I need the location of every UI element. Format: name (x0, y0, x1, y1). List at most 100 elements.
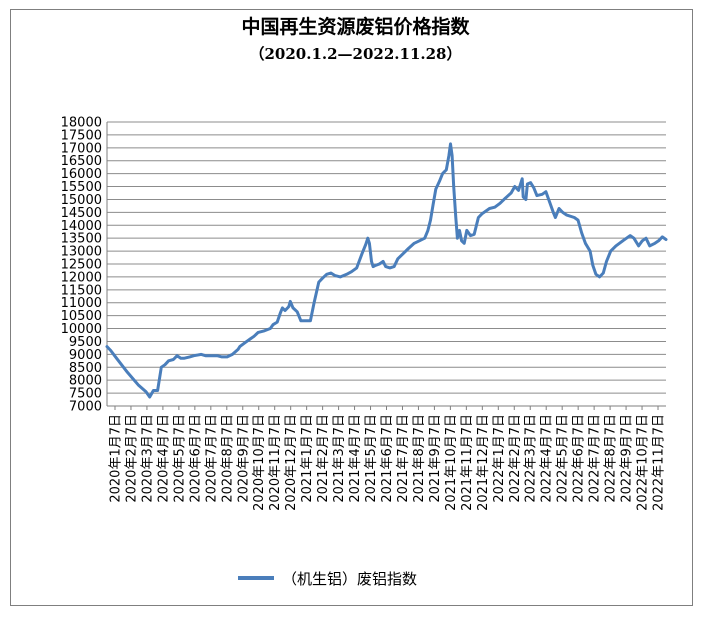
data-point (412, 242, 416, 245)
data-point (458, 229, 461, 232)
data-point (275, 320, 279, 324)
x-tick-label: 2022年9月7日 (620, 414, 635, 503)
y-tick-label: 14000 (61, 219, 102, 234)
data-point (584, 242, 587, 245)
y-tick-label: 15500 (61, 180, 102, 195)
data-point (452, 185, 455, 188)
data-point (473, 233, 476, 236)
data-point (423, 236, 426, 240)
x-tick-label: 2021年5月7日 (364, 414, 379, 503)
x-tick-label: 2021年3月7日 (332, 414, 347, 503)
data-point (628, 234, 632, 237)
data-point (449, 142, 452, 146)
data-point (262, 329, 265, 333)
y-tick-label: 7500 (69, 387, 102, 402)
x-tick-label: 2021年8月7日 (412, 414, 427, 503)
data-point (381, 260, 385, 263)
data-point (573, 216, 576, 219)
data-point (509, 191, 513, 195)
x-tick-label: 2021年10月7日 (444, 414, 459, 511)
data-point (529, 181, 532, 184)
x-tick-label: 2020年8月7日 (220, 414, 235, 503)
data-point (279, 311, 282, 315)
x-tick-label: 2020年2月7日 (124, 414, 139, 503)
data-point (291, 306, 295, 310)
data-point (548, 200, 551, 204)
data-point (407, 247, 410, 250)
x-tick-label: 2020年12月7日 (284, 414, 299, 511)
data-point (257, 331, 260, 334)
y-tick-label: 7000 (69, 400, 102, 415)
y-tick-label: 13500 (61, 232, 102, 247)
data-point (225, 355, 229, 359)
data-point (513, 185, 516, 188)
y-tick-label: 16500 (61, 154, 102, 169)
data-point (602, 271, 605, 275)
data-point (544, 190, 548, 193)
y-tick-label: 8500 (69, 361, 102, 376)
data-point (355, 266, 358, 270)
data-point (456, 236, 459, 240)
y-tick-label: 17500 (61, 128, 102, 143)
x-tick-label: 2021年9月7日 (428, 414, 443, 503)
x-tick-label: 2022年11月7日 (652, 414, 667, 511)
data-point (557, 207, 561, 210)
data-point (392, 265, 396, 268)
data-point (238, 345, 241, 348)
data-point (632, 236, 636, 240)
x-tick-label: 2022年6月7日 (572, 414, 587, 503)
y-tick-label: 10000 (61, 322, 102, 337)
x-tick-label: 2020年10月7日 (252, 414, 267, 511)
data-point (524, 198, 528, 201)
data-point (231, 353, 234, 356)
y-tick-label: 18000 (61, 116, 102, 131)
data-point (594, 273, 598, 276)
data-point (609, 249, 612, 253)
data-point (535, 194, 539, 197)
data-point (554, 216, 557, 219)
y-tick-label: 12000 (61, 270, 102, 285)
axes (106, 122, 666, 410)
data-point (526, 182, 529, 186)
x-tick-label: 2021年4月7日 (348, 414, 363, 503)
data-point (271, 323, 275, 326)
series-layer (105, 142, 668, 399)
y-tick-label: 16000 (61, 167, 102, 182)
data-point (396, 257, 400, 261)
data-point (520, 177, 524, 180)
data-point (484, 209, 488, 213)
data-point (309, 319, 312, 322)
y-axis-tick-labels: 7000750080008500900095001000010500110001… (61, 116, 102, 415)
data-point (289, 300, 292, 303)
data-point (561, 211, 564, 214)
chart-frame (10, 9, 693, 606)
y-tick-label: 14500 (61, 206, 102, 221)
data-point (493, 206, 496, 209)
data-point (148, 395, 151, 399)
data-point (312, 301, 316, 304)
x-tick-label: 2020年11月7日 (268, 414, 283, 511)
x-axis-tick-labels: 2020年1月7日 2020年2月7日 2020年3月7日 2020年4月7日 2020… (108, 414, 666, 511)
data-point (200, 353, 203, 356)
data-point (648, 244, 651, 248)
data-point (661, 235, 664, 239)
data-point (565, 213, 568, 217)
data-point (339, 275, 342, 279)
data-point (522, 195, 525, 199)
data-point (388, 266, 392, 270)
data-point (653, 242, 657, 245)
x-tick-label: 2022年8月7日 (604, 414, 619, 503)
x-tick-label: 2021年12月7日 (476, 414, 491, 511)
data-point (371, 265, 375, 268)
series-line (105, 142, 668, 399)
data-point (517, 189, 520, 192)
legend: （机生铝）废铝指数 (238, 568, 417, 588)
data-point (208, 354, 211, 357)
data-point (384, 265, 387, 268)
data-point (426, 229, 430, 232)
data-point (532, 186, 535, 190)
x-tick-label: 2022年10月7日 (636, 414, 651, 511)
data-point (329, 271, 333, 275)
x-tick-label: 2020年1月7日 (108, 414, 123, 503)
data-point (591, 264, 594, 267)
